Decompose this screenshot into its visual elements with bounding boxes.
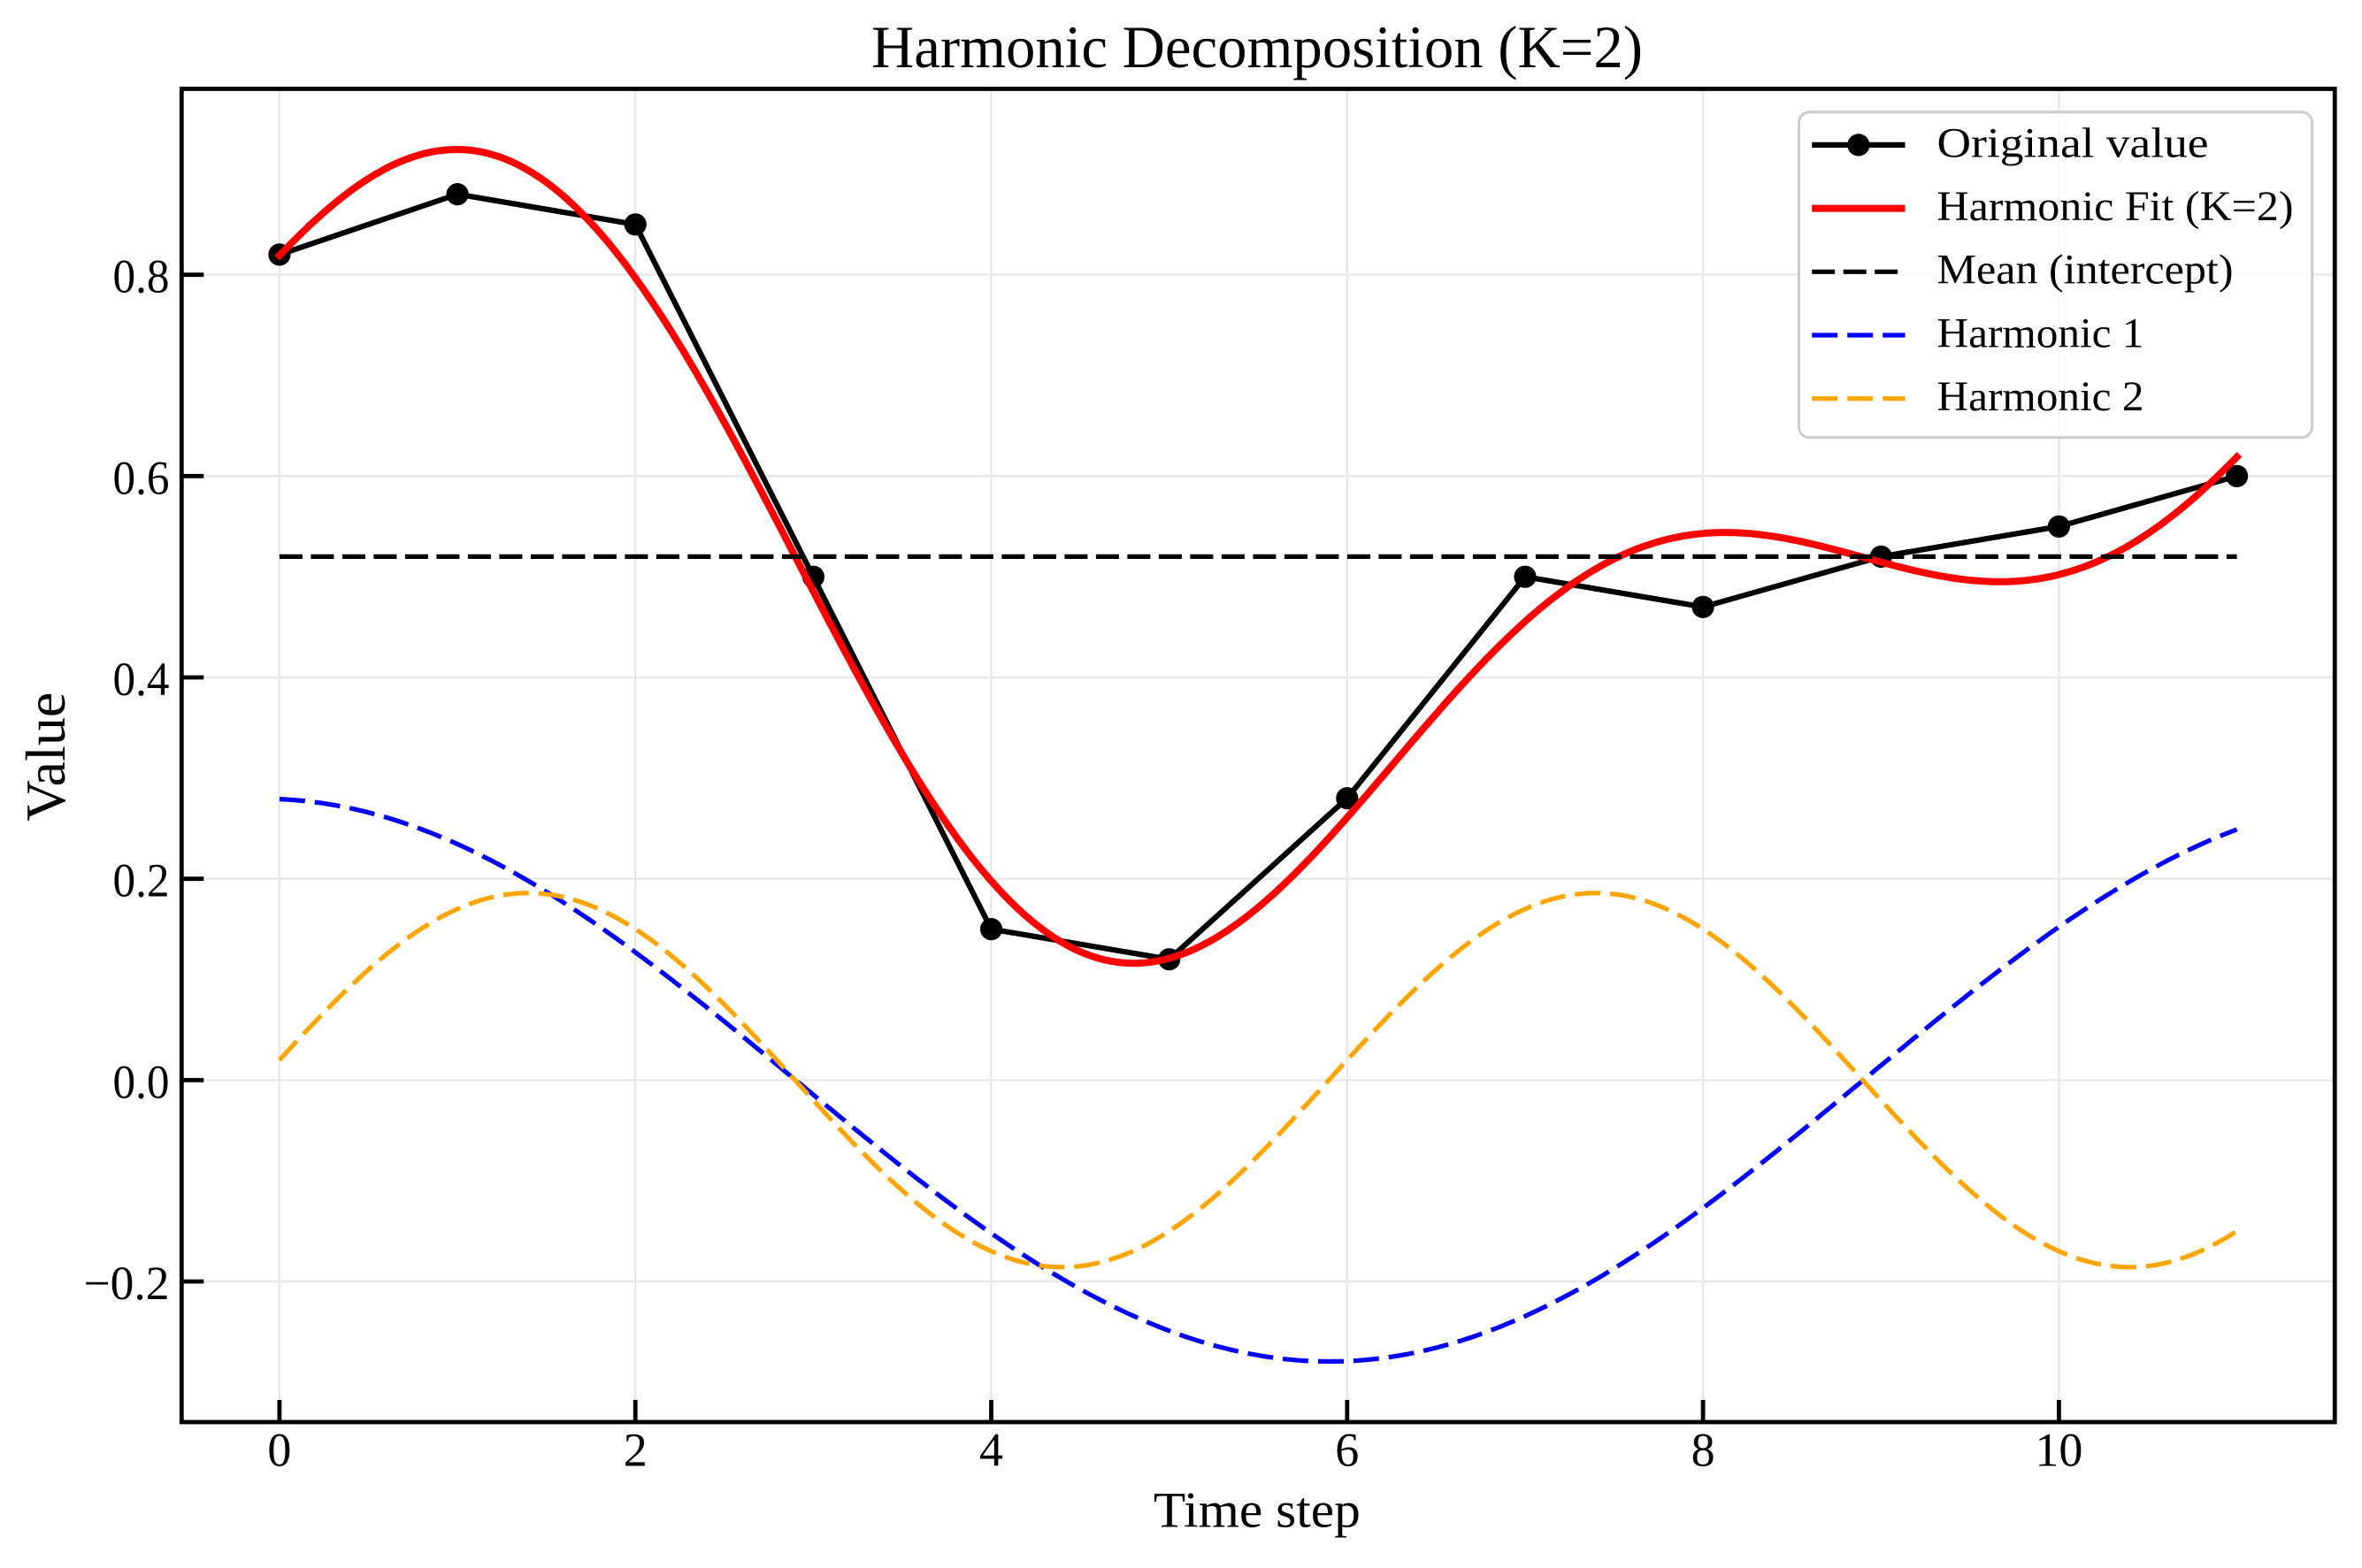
- svg-text:Mean (intercept): Mean (intercept): [1937, 247, 2234, 294]
- svg-text:8: 8: [1691, 1424, 1715, 1477]
- svg-text:Harmonic Fit (K=2): Harmonic Fit (K=2): [1937, 183, 2294, 230]
- svg-text:2: 2: [624, 1424, 648, 1477]
- svg-text:Harmonic 1: Harmonic 1: [1937, 310, 2144, 356]
- svg-text:Time step: Time step: [1154, 1483, 1361, 1539]
- svg-text:0.4: 0.4: [113, 653, 170, 706]
- svg-text:6: 6: [1335, 1424, 1359, 1477]
- svg-text:0.6: 0.6: [113, 451, 170, 504]
- svg-text:4: 4: [979, 1424, 1003, 1477]
- svg-text:Harmonic 2: Harmonic 2: [1937, 373, 2144, 420]
- svg-text:0: 0: [267, 1424, 291, 1477]
- svg-text:0.8: 0.8: [113, 250, 170, 303]
- svg-text:0.0: 0.0: [113, 1055, 170, 1108]
- svg-text:Value: Value: [15, 692, 77, 822]
- svg-text:0.2: 0.2: [113, 854, 170, 907]
- svg-text:−0.2: −0.2: [84, 1257, 170, 1310]
- svg-text:Original value: Original value: [1937, 119, 2209, 166]
- svg-text:Harmonic Decomposition (K=2): Harmonic Decomposition (K=2): [871, 13, 1643, 80]
- svg-text:10: 10: [2035, 1424, 2082, 1477]
